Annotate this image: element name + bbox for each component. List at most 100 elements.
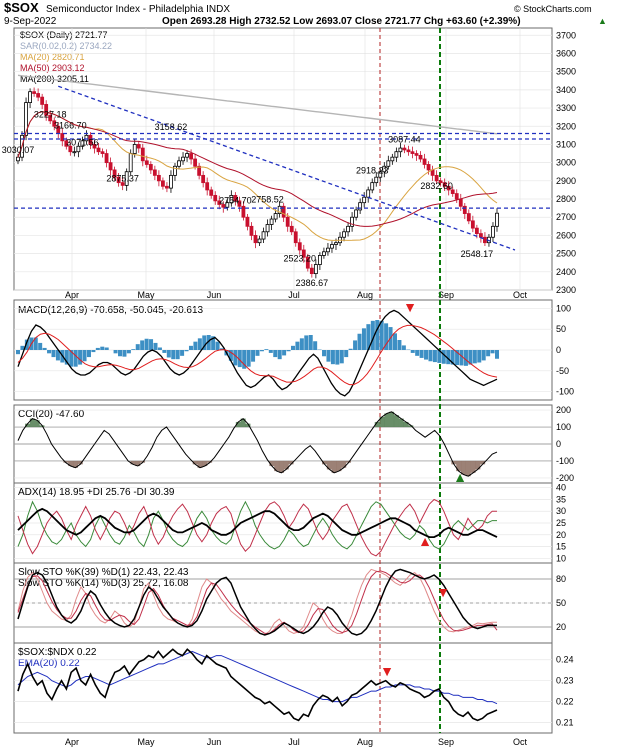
- candle-body: [64, 140, 69, 147]
- cci-fill: [346, 460, 352, 463]
- macd-histogram-bar: [42, 347, 47, 350]
- candle-body: [269, 218, 274, 225]
- macd-histogram-bar: [335, 350, 340, 365]
- candle-body: [132, 144, 137, 154]
- macd-histogram-bar: [20, 345, 25, 350]
- macd-red-arrow: ▼: [403, 299, 417, 315]
- macd-histogram-bar: [188, 345, 193, 350]
- candle-body: [442, 182, 447, 187]
- candle-body: [96, 147, 101, 153]
- candle-body: [72, 151, 77, 154]
- cci-fill: [72, 460, 78, 468]
- macd-histogram-bar: [441, 350, 446, 364]
- x-tick-label: Oct: [513, 737, 528, 747]
- candle-body: [422, 158, 427, 165]
- legend-ma20: MA(20) 2820.71: [20, 52, 85, 62]
- candle-body: [313, 264, 318, 275]
- cci-fill: [460, 460, 466, 475]
- candle-body: [161, 180, 165, 187]
- macd-histogram-bar: [344, 350, 349, 358]
- candle-body: [281, 205, 286, 218]
- macd-histogram-bar: [366, 324, 371, 350]
- candle-body: [173, 165, 177, 176]
- y-tick-label: 2300: [556, 285, 576, 295]
- macd-histogram-bar: [135, 344, 140, 350]
- macd-histogram-bar: [264, 349, 269, 350]
- candle-body: [466, 213, 471, 222]
- candle-body: [257, 238, 262, 244]
- price-annotation: 2875.37: [106, 173, 139, 183]
- candle-body: [201, 174, 206, 184]
- chart-name: Semiconductor Index - Philadelphia INDX: [46, 4, 230, 15]
- macd-histogram-bar: [153, 342, 158, 350]
- candle-body: [253, 235, 258, 244]
- cci-fill: [379, 416, 385, 428]
- x-tick-label: Sep: [438, 737, 454, 747]
- y-tick-label: 2700: [556, 212, 576, 222]
- macd-histogram-bar: [180, 350, 185, 356]
- candle-body: [221, 204, 226, 208]
- cci-fill: [240, 418, 246, 428]
- y-tick-label: 80: [556, 574, 566, 584]
- candle-body: [16, 156, 20, 162]
- candle-body: [390, 156, 395, 162]
- y-tick-label: 50: [556, 598, 566, 608]
- y-tick-label: -200: [556, 473, 574, 483]
- cci-fill: [322, 460, 328, 465]
- candle-body: [48, 114, 53, 122]
- macd-histogram-bar: [38, 342, 43, 350]
- macd-title: MACD(12,26,9) -70.658, -50.045, -20.613: [18, 305, 204, 316]
- macd-histogram-bar: [118, 350, 123, 357]
- legend-ma50: MA(50) 2903.12: [20, 63, 85, 73]
- macd-line: [17, 309, 498, 397]
- macd-histogram-bar: [162, 350, 167, 353]
- macd-histogram-bar: [202, 335, 207, 350]
- macd-histogram-bar: [211, 336, 216, 350]
- macd-histogram-bar: [184, 350, 189, 352]
- cci-fill: [25, 423, 31, 428]
- candle-body: [193, 158, 198, 167]
- y-tick-label: -100: [556, 387, 574, 397]
- candle-body: [382, 165, 387, 173]
- cci-fill: [475, 460, 481, 470]
- macd-histogram-bar: [308, 335, 313, 350]
- candle-body: [334, 242, 338, 245]
- x-tick-label: May: [137, 737, 155, 747]
- legend-ma200: MA(200) 3205.11: [20, 74, 89, 84]
- candle-body: [185, 153, 189, 158]
- candle-body: [491, 225, 495, 238]
- x-tick-label: Apr: [65, 737, 79, 747]
- y-tick-label: 0.21: [556, 718, 574, 728]
- macd-histogram-bar: [330, 350, 335, 365]
- candle-body: [152, 169, 157, 176]
- copyright: © StockCharts.com: [514, 4, 592, 14]
- minus-di-line: [17, 498, 497, 557]
- macd-histogram-bar: [95, 347, 100, 350]
- macd-histogram-bar: [215, 341, 220, 350]
- price-annotation: 2548.17: [461, 249, 494, 259]
- macd-histogram-bar: [353, 340, 358, 350]
- candle-body: [156, 174, 161, 182]
- candle-body: [237, 200, 242, 207]
- cci-fill: [77, 460, 83, 465]
- macd-histogram-bar: [82, 350, 87, 362]
- macd-histogram-bar: [419, 350, 424, 358]
- price-annotation: 2754.70: [219, 195, 252, 205]
- cci-fill: [197, 460, 203, 468]
- candle-body: [112, 169, 117, 178]
- candle-body: [289, 225, 294, 233]
- macd-histogram-bar: [286, 350, 291, 352]
- candle-body: [410, 151, 415, 154]
- price-annotation: 3227.18: [34, 109, 67, 119]
- macd-histogram-bar: [237, 350, 242, 368]
- macd-histogram-bar: [255, 350, 260, 356]
- candle-body: [293, 231, 298, 244]
- price-annotation: 2523.20: [283, 253, 316, 263]
- candle-body: [358, 202, 363, 211]
- cci-fill: [470, 460, 476, 473]
- y-tick-label: 200: [556, 405, 571, 415]
- candle-body: [406, 149, 411, 153]
- candle-body: [84, 134, 89, 142]
- macd-histogram-bar: [91, 350, 96, 353]
- candle-body: [40, 96, 45, 105]
